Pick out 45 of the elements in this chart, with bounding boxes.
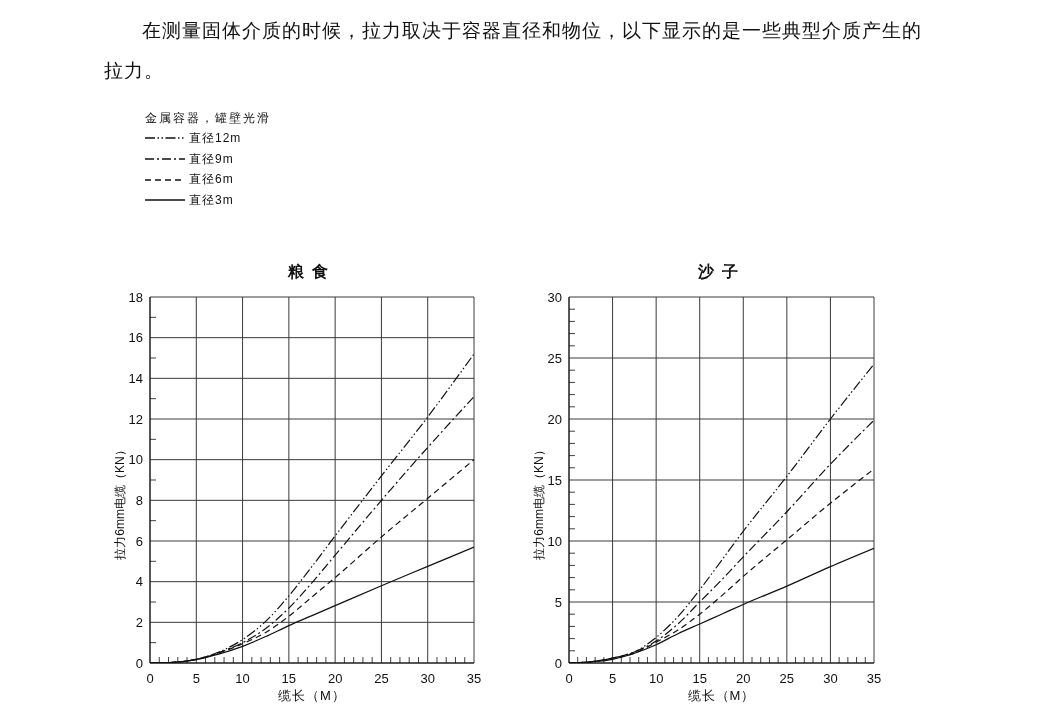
x-tick-label: 5 [608,670,617,686]
y-tick-label: 4 [135,574,143,590]
legend-label: 直径6m [189,171,234,189]
legend-label: 直径3m [189,191,234,209]
x-tick-label: 30 [420,670,435,686]
chart-title: 沙子 [696,262,747,282]
x-tick-label: 35 [866,670,882,686]
y-tick-label: 0 [135,655,143,671]
x-axis-title: 缆长（M） [686,687,757,705]
y-tick-label: 5 [554,594,562,610]
x-tick-label: 20 [327,670,343,686]
y-tick-label: 14 [128,370,143,386]
x-tick-label: 25 [779,670,795,686]
x-tick-label: 5 [192,670,200,686]
x-tick-label: 0 [146,670,154,686]
y-axis-title: 拉力6mm电缆（KN） [530,444,547,560]
y-tick-label: 16 [128,330,143,346]
y-tick-label: 2 [135,614,143,630]
chart-title: 粮食 [287,262,337,282]
y-tick-label: 6 [135,533,143,549]
text: 在测量固体介质的时候，拉力取决于容器直径和物位，以下显示的是一些典型介质产生的拉力。 [104,18,923,83]
y-tick-label: 30 [547,289,562,305]
x-tick-label: 25 [374,670,389,686]
x-tick-label: 20 [736,670,751,686]
x-tick-label: 10 [235,670,250,686]
x-tick-label: 15 [281,670,297,686]
x-tick-label: 10 [648,670,664,686]
y-tick-label: 18 [128,289,143,305]
x-tick-label: 15 [692,670,707,686]
y-tick-label: 0 [554,655,562,671]
y-tick-label: 10 [128,452,143,468]
y-tick-label: 25 [547,350,562,366]
y-axis-title: 拉力6mm电缆（KN） [111,444,128,560]
legend-label: 直径9m [189,150,234,168]
x-tick-label: 35 [466,670,482,686]
legend-label: 直径12m [189,129,242,147]
legend-title: 金属容器，罐壁光滑 [145,110,272,127]
x-axis-title: 缆长（M） [277,687,347,705]
y-tick-label: 10 [547,533,562,549]
y-tick-label: 12 [128,411,143,427]
x-tick-label: 0 [565,670,573,686]
y-tick-label: 20 [547,411,562,427]
y-tick-label: 8 [135,492,143,508]
x-tick-label: 30 [823,670,838,686]
y-tick-label: 15 [547,472,562,488]
